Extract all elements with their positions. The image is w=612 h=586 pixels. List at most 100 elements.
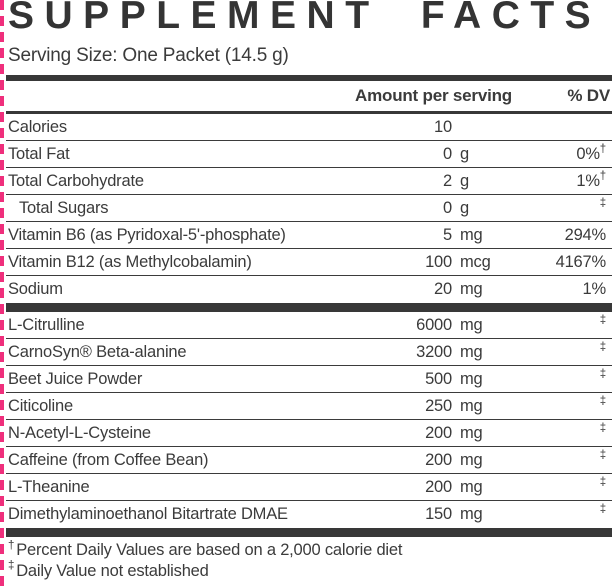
table-row-l-citrulline: L-Citrulline 6000 mg ‡ [6,312,612,339]
row-amount-unit: g [460,198,469,217]
footnote-text: Percent Daily Values are based on a 2,00… [16,541,403,559]
footnote-text: Daily Value not established [16,561,209,580]
row-dv: 1% [512,280,612,299]
row-name: Total Sugars [19,198,109,217]
column-header-amount: Amount per serving [355,86,512,105]
panel-title: SUPPLEMENT FACTS [8,0,602,37]
row-amount-unit: mg [460,477,483,496]
row-amount-unit: mg [460,450,483,469]
table-row-beet-juice-powder: Beet Juice Powder 500 mg ‡ [6,366,612,393]
row-dv-symbol: † [599,143,606,155]
row-name: Total Fat [8,144,70,163]
table-header-row: Amount per serving % DV [6,81,612,111]
row-amount-value: 5 [443,225,452,244]
row-amount-value: 10 [434,117,452,136]
row-amount-value: 150 [425,505,452,523]
row-name: Citicoline [8,396,73,415]
supplement-facts-panel: SUPPLEMENT FACTS Serving Size: One Packe… [6,0,612,581]
row-dv-value: 294% [564,225,607,244]
row-dv-value: 0% [576,144,600,163]
row-dv: ‡ [512,341,612,362]
footnote-daily-values: † Percent Daily Values are based on a 2,0… [8,540,612,561]
row-dv-value: 1% [576,171,600,190]
row-amount-value: 20 [434,280,452,298]
row-dv-symbol: ‡ [599,395,606,407]
row-dv: ‡ [512,422,612,443]
row-dv-symbol: ‡ [599,476,606,488]
row-dv: 294% [512,226,612,245]
row-name: Beet Juice Powder [8,369,143,388]
divider-header [6,111,612,114]
row-amount-unit: mg [460,315,483,334]
row-amount-value: 100 [425,252,452,271]
row-amount-value: 500 [425,369,452,388]
row-amount-unit: mg [460,423,483,442]
row-amount-value: 6000 [416,315,452,334]
row-amount-unit: mg [460,225,483,244]
table-row-calories: Calories 10 [6,114,612,141]
row-amount-value: 2 [443,171,452,190]
footnote-not-established: ‡ Daily Value not established [8,560,612,582]
pink-dashed-border [0,0,4,586]
row-dv-symbol: ‡ [599,449,606,461]
row-name: Total Carbohydrate [8,171,144,190]
row-amount-unit: mcg [460,252,491,271]
row-dv: ‡ [512,476,612,497]
table-row-sodium: Sodium 20 mg 1% [6,276,612,303]
row-name: Vitamin B6 (as Pyridoxal-5'-phosphate) [8,225,286,244]
row-dv-value: 1% [582,280,607,298]
row-amount-unit: mg [460,280,483,298]
row-dv-symbol: † [599,170,606,182]
footnotes: † Percent Daily Values are based on a 2,0… [6,540,612,581]
row-dv-symbol: ‡ [599,314,606,326]
row-name: Caffeine (from Coffee Bean) [8,450,209,469]
table-row-carnosyn-beta-alanine: CarnoSyn® Beta-alanine 3200 mg ‡ [6,339,612,366]
row-dv: ‡ [512,197,612,218]
row-dv: 0%† [512,143,612,164]
row-amount-unit: mg [460,342,483,361]
table-row-vitamin-b6: Vitamin B6 (as Pyridoxal-5'-phosphate) 5… [6,222,612,249]
row-dv: ‡ [512,314,612,335]
table-row-citicoline: Citicoline 250 mg ‡ [6,393,612,420]
table-row-total-sugars: Total Sugars 0 g ‡ [6,195,612,222]
divider-section [6,303,612,312]
row-dv-symbol: ‡ [599,341,606,353]
dagger-symbol: † [8,539,15,552]
table-row-dmae: Dimethylaminoethanol Bitartrate DMAE 150… [6,501,612,528]
serving-size-text: Serving Size: One Packet (14.5 g) [8,45,289,66]
row-dv-symbol: ‡ [599,197,606,209]
row-amount-value: 200 [425,477,452,496]
row-amount-value: 200 [425,450,452,469]
row-name: N-Acetyl-L-Cysteine [8,423,151,442]
row-name: L-Theanine [8,477,90,496]
row-name: Sodium [8,280,63,298]
table-row-caffeine: Caffeine (from Coffee Bean) 200 mg ‡ [6,447,612,474]
row-amount-unit: g [460,171,469,190]
row-amount-unit: mg [460,396,483,415]
row-amount-value: 200 [425,423,452,442]
row-name: Calories [8,117,67,136]
row-amount-value: 250 [425,396,452,415]
row-amount-value: 0 [443,144,452,163]
row-dv-symbol: ‡ [599,368,606,380]
double-dagger-symbol: ‡ [8,560,15,572]
table-row-total-fat: Total Fat 0 g 0%† [6,141,612,168]
table-row-n-acetyl-l-cysteine: N-Acetyl-L-Cysteine 200 mg ‡ [6,420,612,447]
row-amount-unit: mg [460,369,483,388]
row-name: L-Citrulline [8,315,85,334]
row-amount-unit: mg [460,505,483,523]
row-dv: 4167% [512,253,612,272]
row-amount-value: 3200 [416,342,452,361]
row-dv-symbol: ‡ [599,422,606,434]
divider-thick [6,75,612,81]
row-dv: ‡ [512,395,612,416]
row-name: Vitamin B12 (as Methylcobalamin) [8,252,252,271]
row-dv: ‡ [512,368,612,389]
row-name: Dimethylaminoethanol Bitartrate DMAE [8,505,288,523]
column-header-dv: % DV [567,86,610,105]
divider-bottom [6,528,612,537]
table-row-l-theanine: L-Theanine 200 mg ‡ [6,474,612,501]
table-row-vitamin-b12: Vitamin B12 (as Methylcobalamin) 100 mcg… [6,249,612,276]
row-dv: ‡ [512,504,612,524]
row-amount-unit: g [460,144,469,163]
